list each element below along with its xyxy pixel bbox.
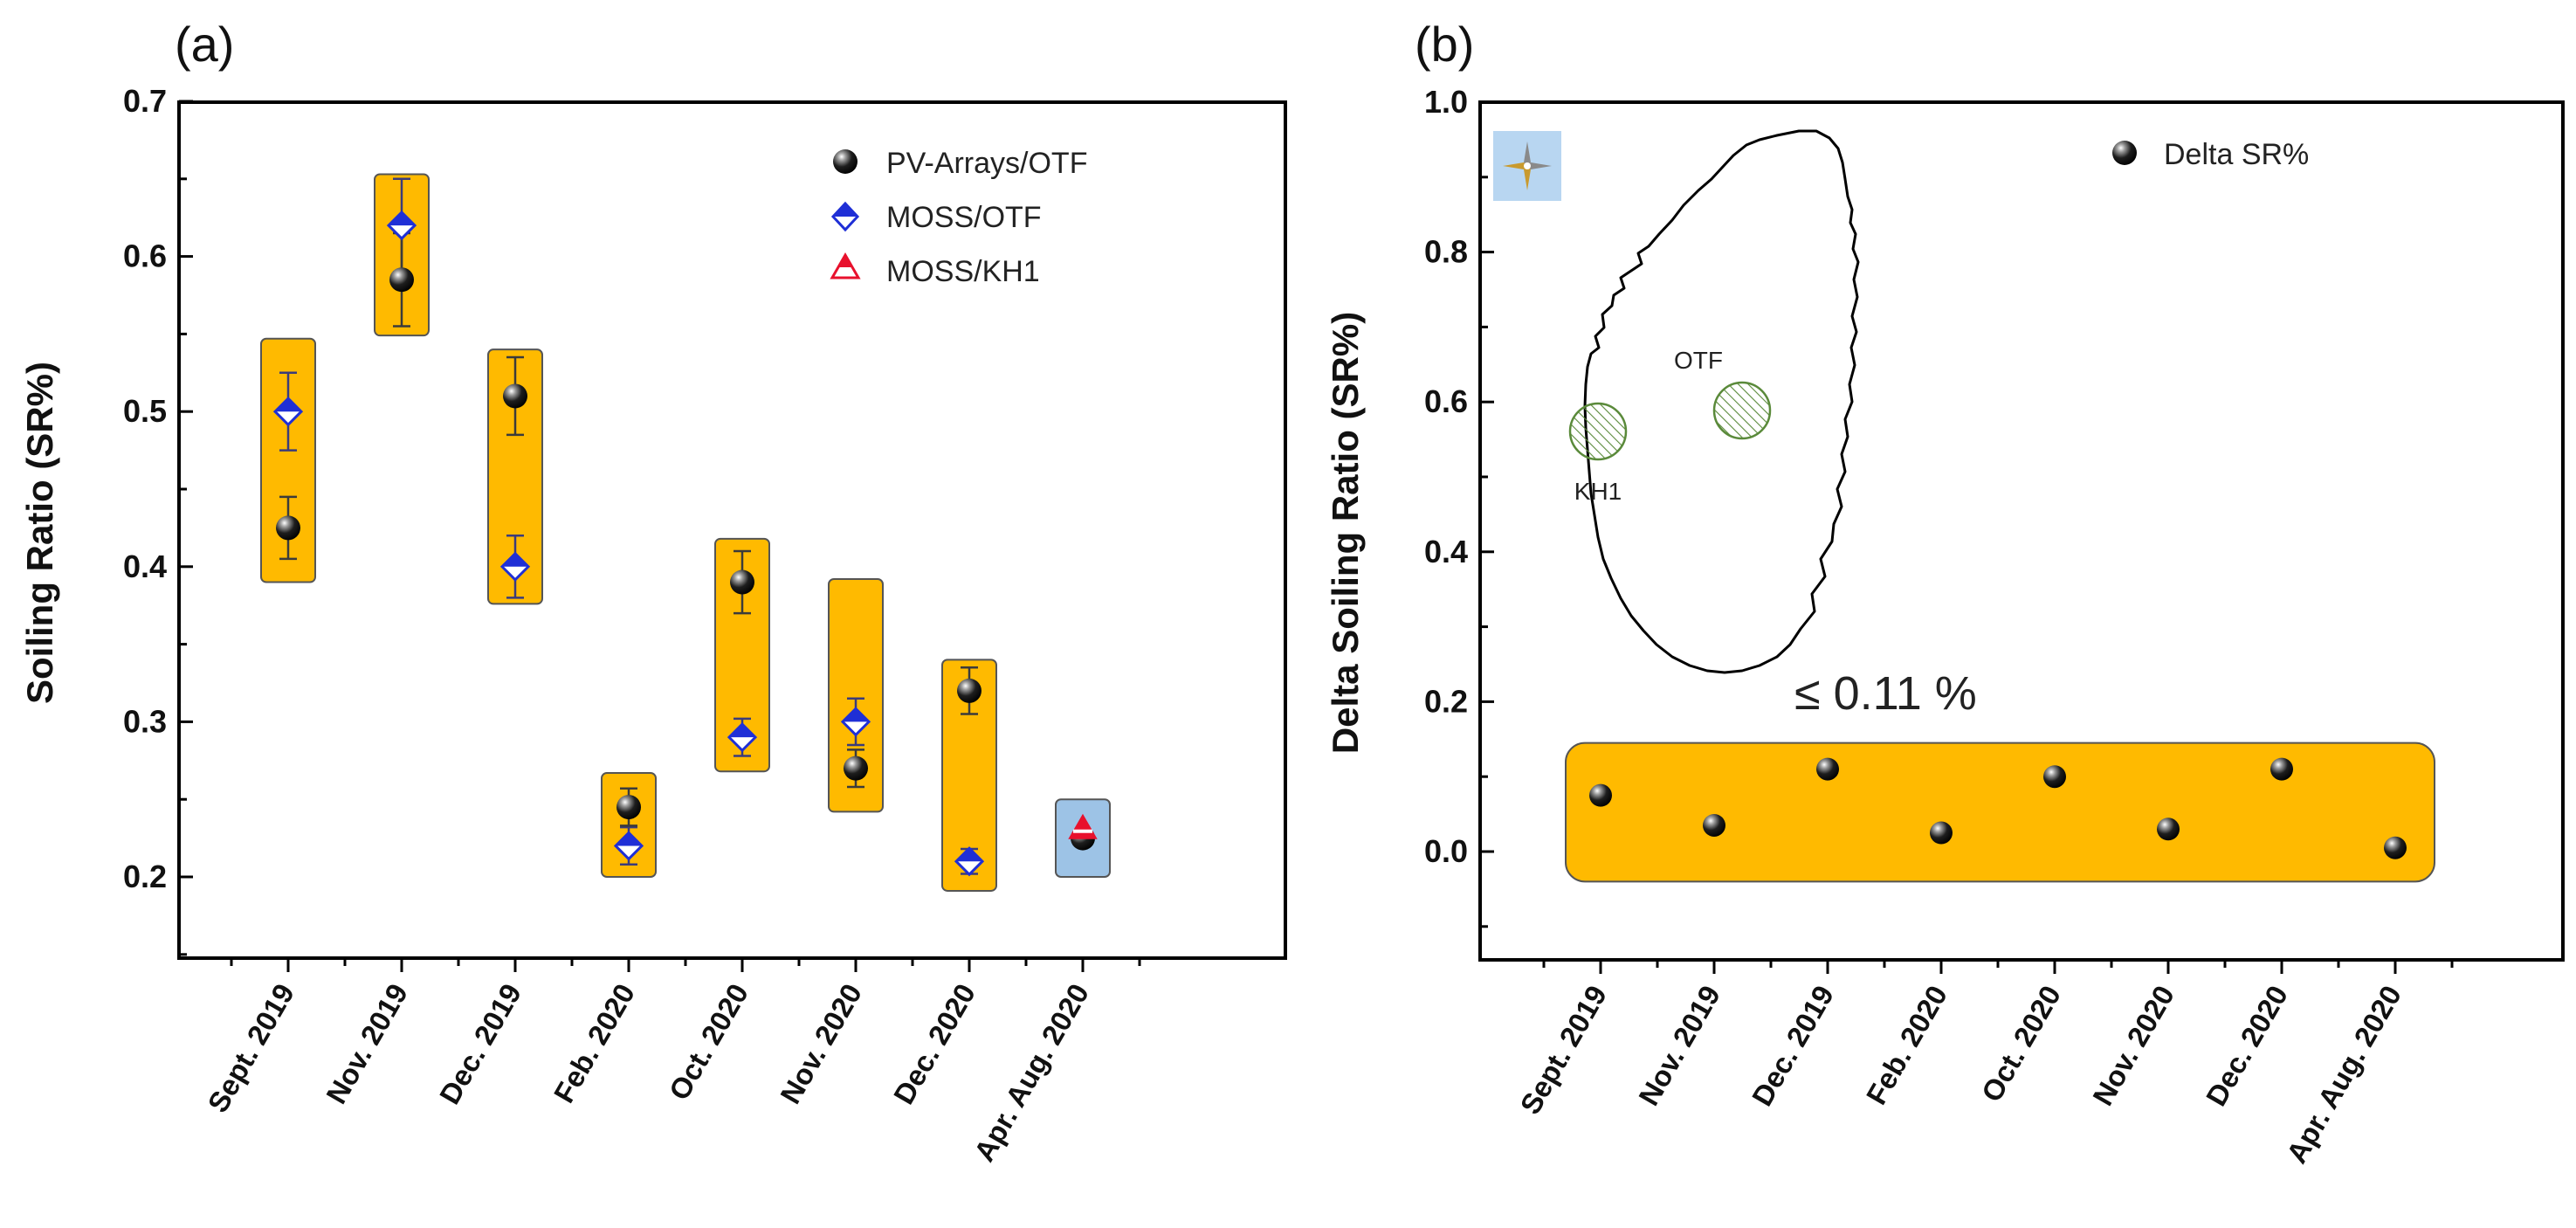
point-moss-otf-nov-2020 bbox=[840, 707, 871, 737]
y-tick-label: 0.6 bbox=[1424, 383, 1468, 419]
legend-marker-delta bbox=[2112, 141, 2137, 165]
site-kh1-marker bbox=[1568, 402, 1628, 461]
legend-label-delta: Delta SR% bbox=[2164, 138, 2309, 171]
point-moss-otf-nov-2019 bbox=[386, 210, 417, 241]
point-delta-nov-2020 bbox=[2157, 818, 2180, 841]
point-moss-otf-fill bbox=[956, 848, 982, 862]
point-moss-otf-fill bbox=[275, 398, 301, 412]
point-pv-arrays-nov-2019 bbox=[389, 267, 414, 293]
point-moss-otf-sept-2019 bbox=[272, 397, 304, 427]
y-tick-label: 0.6 bbox=[123, 238, 167, 274]
delta-highlight-band bbox=[1565, 742, 2435, 883]
x-tick-label-nov-2019: Nov. 2019 bbox=[1632, 980, 1726, 1111]
y-tick-label: 0.2 bbox=[123, 859, 167, 894]
y-tick-label: 0.8 bbox=[1424, 234, 1468, 270]
legend-label-pv-arrays: PV-Arrays/OTF bbox=[886, 147, 1087, 180]
x-tick-label-sept-2019: Sept. 2019 bbox=[201, 978, 300, 1118]
inset-map: KH1 OTF bbox=[1493, 129, 1860, 674]
legend-marker-moss-kh1 bbox=[830, 252, 861, 279]
legend-b: Delta SR% bbox=[2112, 138, 2309, 171]
band-dec-2020 bbox=[941, 659, 997, 892]
panel-b: (b) 0.0 0.2 0.4 0.6 0.8 1.0 Sept. 2019 Nov. 201… bbox=[1325, 17, 2565, 1169]
point-delta-oct-2020 bbox=[2043, 765, 2066, 789]
x-tick-label-nov-2020: Nov. 2020 bbox=[2086, 980, 2180, 1111]
y-tick-label: 0.2 bbox=[1424, 683, 1468, 719]
group-highlight-bands bbox=[260, 173, 1111, 892]
y-tick-label: 0.7 bbox=[123, 83, 167, 119]
plot-frame-a bbox=[177, 100, 1287, 960]
point-moss-kh1-highlight bbox=[1073, 829, 1092, 833]
point-pv-arrays-feb-2020 bbox=[616, 795, 641, 820]
panel-b-label: (b) bbox=[1415, 17, 1474, 72]
legend-label-moss-kh1: MOSS/KH1 bbox=[886, 255, 1040, 288]
point-delta-apr-aug-2020 bbox=[2384, 836, 2407, 859]
y-tick-label: 0.3 bbox=[123, 703, 167, 739]
point-moss-otf-fill bbox=[616, 832, 642, 846]
x-tick-label-oct-2020: Oct. 2020 bbox=[663, 978, 754, 1106]
point-pv-arrays-oct-2020 bbox=[730, 569, 754, 595]
point-moss-otf-oct-2020 bbox=[727, 722, 758, 753]
delta-annotation: ≤ 0.11 % bbox=[1794, 667, 1977, 720]
data-points-a bbox=[272, 177, 1098, 877]
compass-rose-icon bbox=[1493, 131, 1561, 201]
y-axis-title-a: Soiling Ratio (SR%) bbox=[19, 362, 60, 704]
x-tick-label-dec-2020: Dec. 2020 bbox=[887, 978, 981, 1109]
point-moss-otf-fill bbox=[843, 708, 869, 722]
band-dec-2019 bbox=[487, 348, 543, 605]
band-oct-2020 bbox=[714, 537, 770, 773]
legend-label-moss-otf: MOSS/OTF bbox=[886, 201, 1042, 234]
point-delta-dec-2020 bbox=[2270, 757, 2293, 781]
band-nov-2020 bbox=[828, 578, 884, 813]
legend-marker-moss-otf bbox=[830, 201, 860, 232]
point-moss-otf-feb-2020 bbox=[613, 831, 644, 861]
delta-band-rect bbox=[1565, 742, 2435, 883]
y-tick-label: 1.0 bbox=[1424, 84, 1468, 120]
x-tick-label-nov-2020: Nov. 2020 bbox=[774, 978, 868, 1109]
panel-a-label: (a) bbox=[175, 17, 234, 72]
data-points-b bbox=[1589, 757, 2407, 859]
x-tick-label-dec-2019: Dec. 2019 bbox=[433, 978, 527, 1109]
legend-marker-pv-arrays bbox=[833, 149, 858, 174]
site-otf-label: OTF bbox=[1674, 347, 1723, 374]
point-delta-feb-2020 bbox=[1930, 821, 1953, 845]
x-tick-label-dec-2020: Dec. 2020 bbox=[2200, 980, 2294, 1111]
x-tick-label-oct-2020: Oct. 2020 bbox=[1975, 980, 2067, 1107]
point-moss-kh1-apr-aug-2020 bbox=[1068, 813, 1098, 839]
site-otf-marker bbox=[1712, 381, 1772, 440]
x-tick-label-nov-2019: Nov. 2019 bbox=[320, 978, 414, 1109]
y-tick-label: 0.0 bbox=[1424, 833, 1468, 869]
site-kh1-label: KH1 bbox=[1574, 478, 1622, 505]
point-delta-sept-2019 bbox=[1589, 783, 1612, 807]
legend-a: PV-Arrays/OTF MOSS/OTF MOSS/KH1 bbox=[830, 147, 1087, 288]
point-moss-otf-fill bbox=[389, 212, 415, 226]
point-moss-otf-dec-2020 bbox=[954, 846, 985, 877]
point-pv-arrays-dec-2019 bbox=[503, 383, 527, 409]
point-pv-arrays-dec-2020 bbox=[957, 678, 981, 703]
x-tick-label-apr-aug-2020: Apr. Aug. 2020 bbox=[968, 978, 1095, 1167]
x-tick-label-feb-2020: Feb. 2020 bbox=[1860, 980, 1953, 1110]
x-tick-label-apr-aug-2020: Apr. Aug. 2020 bbox=[2280, 980, 2407, 1169]
y-tick-label: 0.5 bbox=[123, 393, 167, 429]
y-tick-label: 0.4 bbox=[1424, 534, 1468, 569]
y-tick-label: 0.4 bbox=[123, 548, 167, 584]
point-moss-otf-fill bbox=[729, 724, 755, 738]
band-sept-2019 bbox=[260, 337, 316, 583]
point-pv-arrays-sept-2019 bbox=[276, 515, 300, 541]
point-delta-nov-2019 bbox=[1703, 813, 1725, 837]
point-moss-otf-dec-2019 bbox=[499, 551, 531, 582]
point-delta-dec-2019 bbox=[1816, 757, 1839, 781]
panel-a: (a) 0.2 0.3 0.4 0.5 0.6 0.7 Sept. 2019 Nov. 201… bbox=[19, 17, 1287, 1167]
x-tick-label-feb-2020: Feb. 2020 bbox=[548, 978, 641, 1108]
y-axis-title-b: Delta Soiling Ratio (SR%) bbox=[1325, 312, 1366, 754]
x-tick-label-sept-2019: Sept. 2019 bbox=[1513, 980, 1613, 1120]
point-pv-arrays-nov-2020 bbox=[844, 755, 868, 781]
plot-frame-b bbox=[1478, 100, 2565, 962]
point-moss-otf-fill bbox=[502, 553, 528, 567]
x-tick-label-dec-2019: Dec. 2019 bbox=[1746, 980, 1840, 1111]
